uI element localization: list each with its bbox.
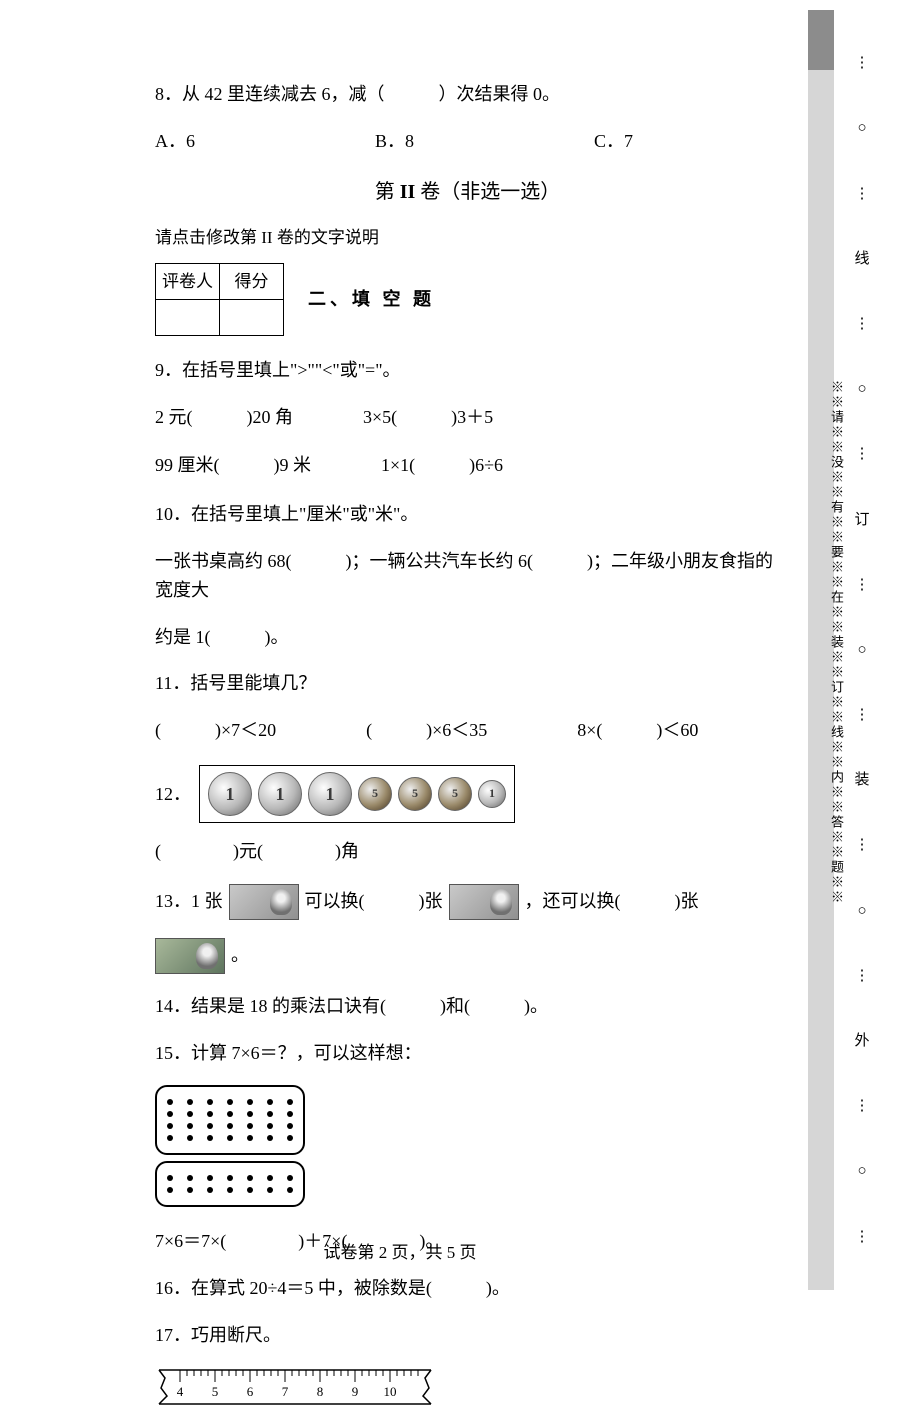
section-2-title: 第 II 卷（非选一选）: [155, 176, 780, 208]
q8-choice-c: C．7: [594, 127, 633, 156]
q9-stem: 9．在括号里填上">""<"或"="。: [155, 356, 780, 385]
section2-caption: 请点击修改第 II 卷的文字说明: [155, 224, 780, 251]
q14: 14．结果是 18 的乘法口诀有( )和( )。: [155, 992, 780, 1021]
q13-prefix: 13．1 张: [155, 887, 223, 916]
q11-stem: 11．括号里能填几？: [155, 669, 780, 698]
page-body: 8．从 42 里连续减去 6，减（ ）次结果得 0。 A．6 B．8 C．7 第…: [155, 80, 780, 1406]
dots: ⋮: [855, 442, 870, 466]
vchar-zhuang: 装: [854, 768, 869, 792]
q17: 17．巧用断尺。: [155, 1321, 780, 1350]
page-footer: 试卷第 2 页，共 5 页: [0, 1239, 800, 1266]
q9-row2: 99 厘米( )9 米 1×1( )6÷6: [155, 451, 780, 480]
section2-post: 卷（非选一选）: [415, 181, 560, 203]
ruler-tick-9: 9: [352, 1384, 359, 1399]
dots: ⋮: [855, 964, 870, 988]
vchar-ding: 订: [854, 508, 869, 532]
q11-c: 8×( )＜60: [577, 716, 698, 745]
bill-5yuan: [229, 884, 299, 920]
dots: ⋮: [855, 1094, 870, 1118]
q8-choices: A．6 B．8 C．7: [155, 127, 780, 156]
gray-stub: [808, 10, 834, 70]
circle-icon: ○: [857, 377, 866, 401]
circle-icon: ○: [857, 899, 866, 923]
circle-icon: ○: [857, 638, 866, 662]
ruler-tick-7: 7: [282, 1384, 289, 1399]
score-row: 评卷人 得分 二、填 空 题: [155, 263, 780, 336]
q16: 16．在算式 20÷4＝5 中，被除数是( )。: [155, 1274, 780, 1303]
section2-roman: II: [400, 181, 416, 203]
q13-mid2: ，还可以换( )张: [525, 887, 699, 916]
q9-d: 1×1( )6÷6: [381, 451, 503, 480]
q10-stem: 10．在括号里填上"厘米"或"米"。: [155, 500, 780, 529]
ruler-tick-10: 10: [384, 1384, 397, 1399]
q8-choice-b: B．8: [375, 127, 414, 156]
score-blank-1: [156, 299, 220, 335]
bill-5jiao: [155, 938, 225, 974]
ruler-tick-8: 8: [317, 1384, 324, 1399]
dots: ⋮: [855, 182, 870, 206]
coin-5jiao: [398, 777, 432, 811]
q9-a: 2 元( )20 角: [155, 403, 293, 432]
coin-1jiao: [478, 780, 506, 808]
section2-pre: 第: [375, 181, 400, 203]
q12-answer: ( )元( )角: [155, 837, 780, 866]
coin-5jiao: [358, 777, 392, 811]
circle-icon: ○: [857, 116, 866, 140]
ruler-tick-4: 4: [177, 1384, 184, 1399]
coin-row: [199, 765, 515, 823]
circle-icon: ○: [857, 1159, 866, 1183]
dots: ⋮: [855, 312, 870, 336]
coin-1yuan: [258, 772, 302, 816]
dots: ⋮: [855, 833, 870, 857]
q11-a: ( )×7＜20: [155, 716, 276, 745]
section-label-fill: 二、填 空 题: [308, 285, 435, 314]
q10-line2a: 一张书桌高约 68( )；一辆公共汽车长约 6( )；二年级小朋友食指的宽度大: [155, 547, 780, 605]
q12-prefix: 12．: [155, 780, 191, 809]
q10-line2b: 约是 1( )。: [155, 623, 780, 652]
dot-grid-bottom: [155, 1161, 780, 1213]
dot-grid-top: [155, 1085, 780, 1161]
ruler-tick-5: 5: [212, 1384, 219, 1399]
q11-b: ( )×6＜35: [366, 716, 487, 745]
sealing-strip: ※※请※※没※※有※※要※※在※※装※※订※※线※※内※※答※※题※※ ⋮ ○ …: [810, 10, 890, 1290]
q8-stem: 8．从 42 里连续减去 6，减（ ）次结果得 0。: [155, 80, 780, 109]
q9-c: 99 厘米( )9 米: [155, 451, 311, 480]
q9-b: 3×5( )3＋5: [363, 403, 493, 432]
q13-mid1: 可以换( )张: [305, 887, 443, 916]
vchar-wai: 外: [854, 1029, 869, 1053]
q13-line: 13．1 张 可以换( )张 ，还可以换( )张: [155, 884, 780, 920]
broken-ruler: 4 5 6 7 8 9 10: [155, 1368, 435, 1406]
q13-line2: 。: [155, 938, 780, 974]
bill-1yuan: [449, 884, 519, 920]
ruler-tick-6: 6: [247, 1384, 254, 1399]
dots: ⋮: [855, 703, 870, 727]
score-header-grader: 评卷人: [156, 263, 220, 299]
q11-row: ( )×7＜20 ( )×6＜35 8×( )＜60: [155, 716, 780, 745]
q13-period: 。: [231, 941, 249, 970]
vertical-markers: ⋮ ○ ⋮ 线 ⋮ ○ ⋮ 订 ⋮ ○ ⋮ 装 ⋮ ○ ⋮ 外 ⋮ ○ ⋮: [850, 10, 874, 1290]
coin-5jiao: [438, 777, 472, 811]
coin-1yuan: [208, 772, 252, 816]
dots: ⋮: [855, 1225, 870, 1249]
q15-stem: 15．计算 7×6＝？，可以这样想：: [155, 1039, 780, 1068]
dots: ⋮: [855, 573, 870, 597]
q8-choice-a: A．6: [155, 127, 195, 156]
coin-1yuan: [308, 772, 352, 816]
q9-row1: 2 元( )20 角 3×5( )3＋5: [155, 403, 780, 432]
score-header-score: 得分: [220, 263, 284, 299]
score-blank-2: [220, 299, 284, 335]
vchar-xian: 线: [854, 247, 869, 271]
dots: ⋮: [855, 51, 870, 75]
q12-wrap: 12．: [155, 765, 780, 823]
seal-warning: ※※请※※没※※有※※要※※在※※装※※订※※线※※内※※答※※题※※: [825, 380, 846, 940]
score-table: 评卷人 得分: [155, 263, 284, 336]
